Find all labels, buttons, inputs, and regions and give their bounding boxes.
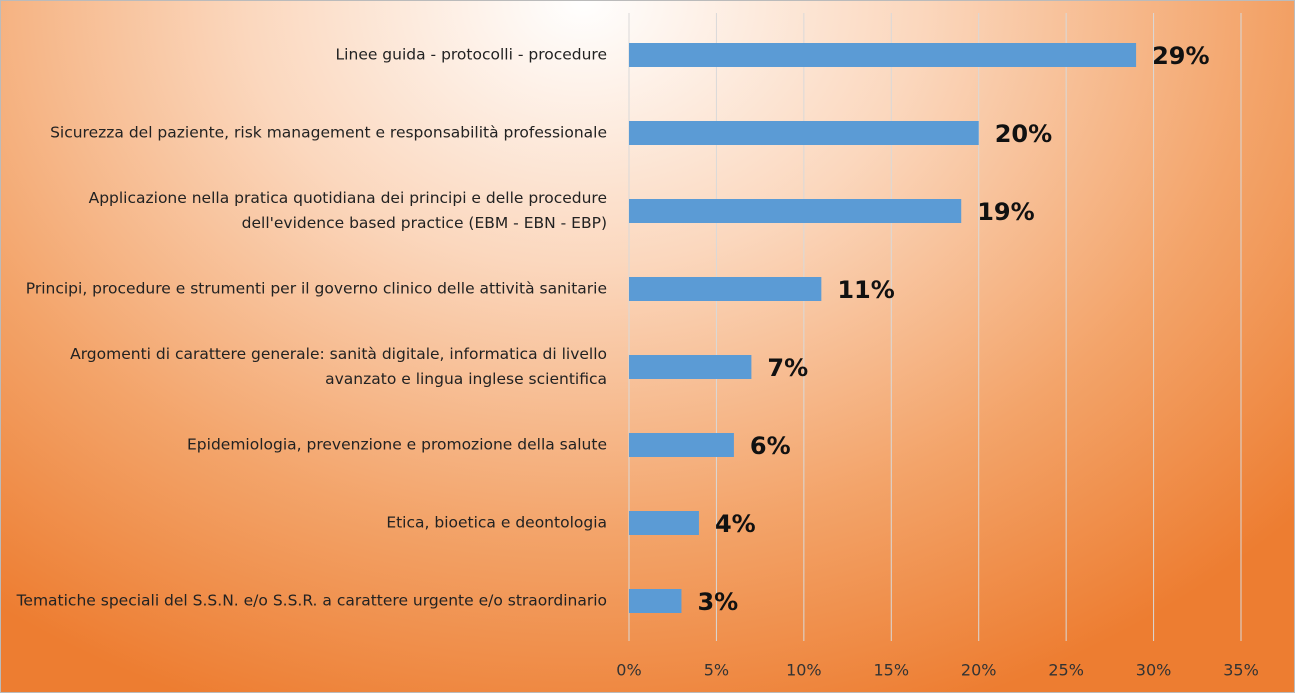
category-label: Linee guida - protocolli - procedure — [335, 45, 607, 64]
x-tick-label: 0% — [616, 661, 641, 680]
value-label: 6% — [750, 432, 791, 460]
bar — [629, 121, 979, 145]
value-label: 19% — [977, 198, 1034, 226]
x-tick-label: 25% — [1048, 661, 1084, 680]
value-label: 29% — [1152, 42, 1209, 70]
value-label: 11% — [837, 276, 894, 304]
bar — [629, 589, 682, 613]
category-label: Sicurezza del paziente, risk management … — [50, 123, 607, 142]
bar — [629, 433, 734, 457]
x-tick-label: 10% — [786, 661, 822, 680]
value-label: 20% — [995, 120, 1052, 148]
category-label: Argomenti di carattere generale: sanità … — [70, 345, 607, 388]
bar — [629, 355, 752, 379]
category-label: Tematiche speciali del S.S.N. e/o S.S.R.… — [16, 591, 607, 610]
x-tick-label: 30% — [1136, 661, 1172, 680]
category-label: Epidemiologia, prevenzione e promozione … — [187, 435, 607, 454]
x-tick-label: 15% — [874, 661, 910, 680]
category-label: Principi, procedure e strumenti per il g… — [25, 279, 607, 298]
value-label: 4% — [715, 510, 756, 538]
bar — [629, 43, 1137, 67]
x-tick-label: 35% — [1223, 661, 1259, 680]
x-tick-label: 20% — [961, 661, 997, 680]
bar — [629, 199, 962, 223]
category-label: Applicazione nella pratica quotidiana de… — [88, 189, 607, 232]
x-tick-label: 5% — [704, 661, 729, 680]
category-label: Etica, bioetica e deontologia — [386, 513, 607, 532]
bar — [629, 277, 822, 301]
value-label: 7% — [767, 354, 808, 382]
bar — [629, 511, 699, 535]
value-label: 3% — [697, 588, 738, 616]
